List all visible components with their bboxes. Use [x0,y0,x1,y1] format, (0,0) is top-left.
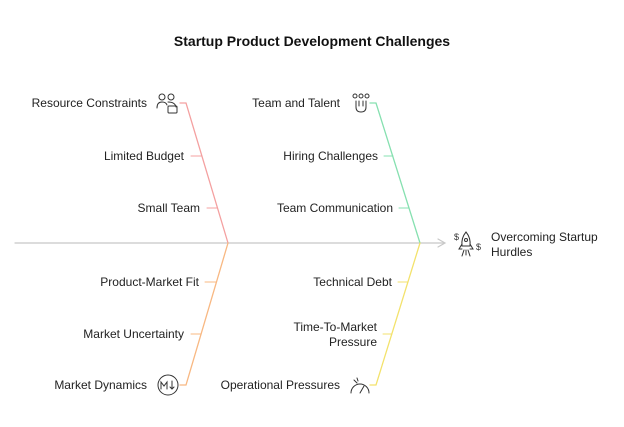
cause-item: Hiring Challenges [283,149,378,163]
cause-item: Technical Debt [313,275,392,289]
spine-arrow [437,238,447,248]
bone [179,102,229,244]
market-icon [157,374,179,396]
effect: Overcoming Startup Hurdles [491,230,598,259]
svg-text:$: $ [476,242,481,252]
title: Startup Product Development Challenges [173,33,451,49]
bone [369,102,421,244]
cause-label: Operational Pressures [220,378,340,392]
rocket-icon: $ $ [454,231,481,257]
cause-label: Team and Talent [252,96,340,110]
cause-item: Small Team [137,201,200,215]
cause-item: Limited Budget [103,149,184,163]
bone [369,242,421,386]
cause-item: Team Communication [276,201,393,215]
cause-item: Market Uncertainty [83,327,184,341]
cause-item: Product-Market Fit [100,275,199,289]
team-icon [352,93,370,113]
bone [179,242,229,386]
cause-label: Market Dynamics [54,378,147,392]
people-icon [156,93,178,114]
svg-text:$: $ [454,232,459,242]
cause-item: Time-To-Market Pressure [293,320,377,349]
cause-label: Resource Constraints [31,96,147,110]
gauge-icon [350,377,370,394]
